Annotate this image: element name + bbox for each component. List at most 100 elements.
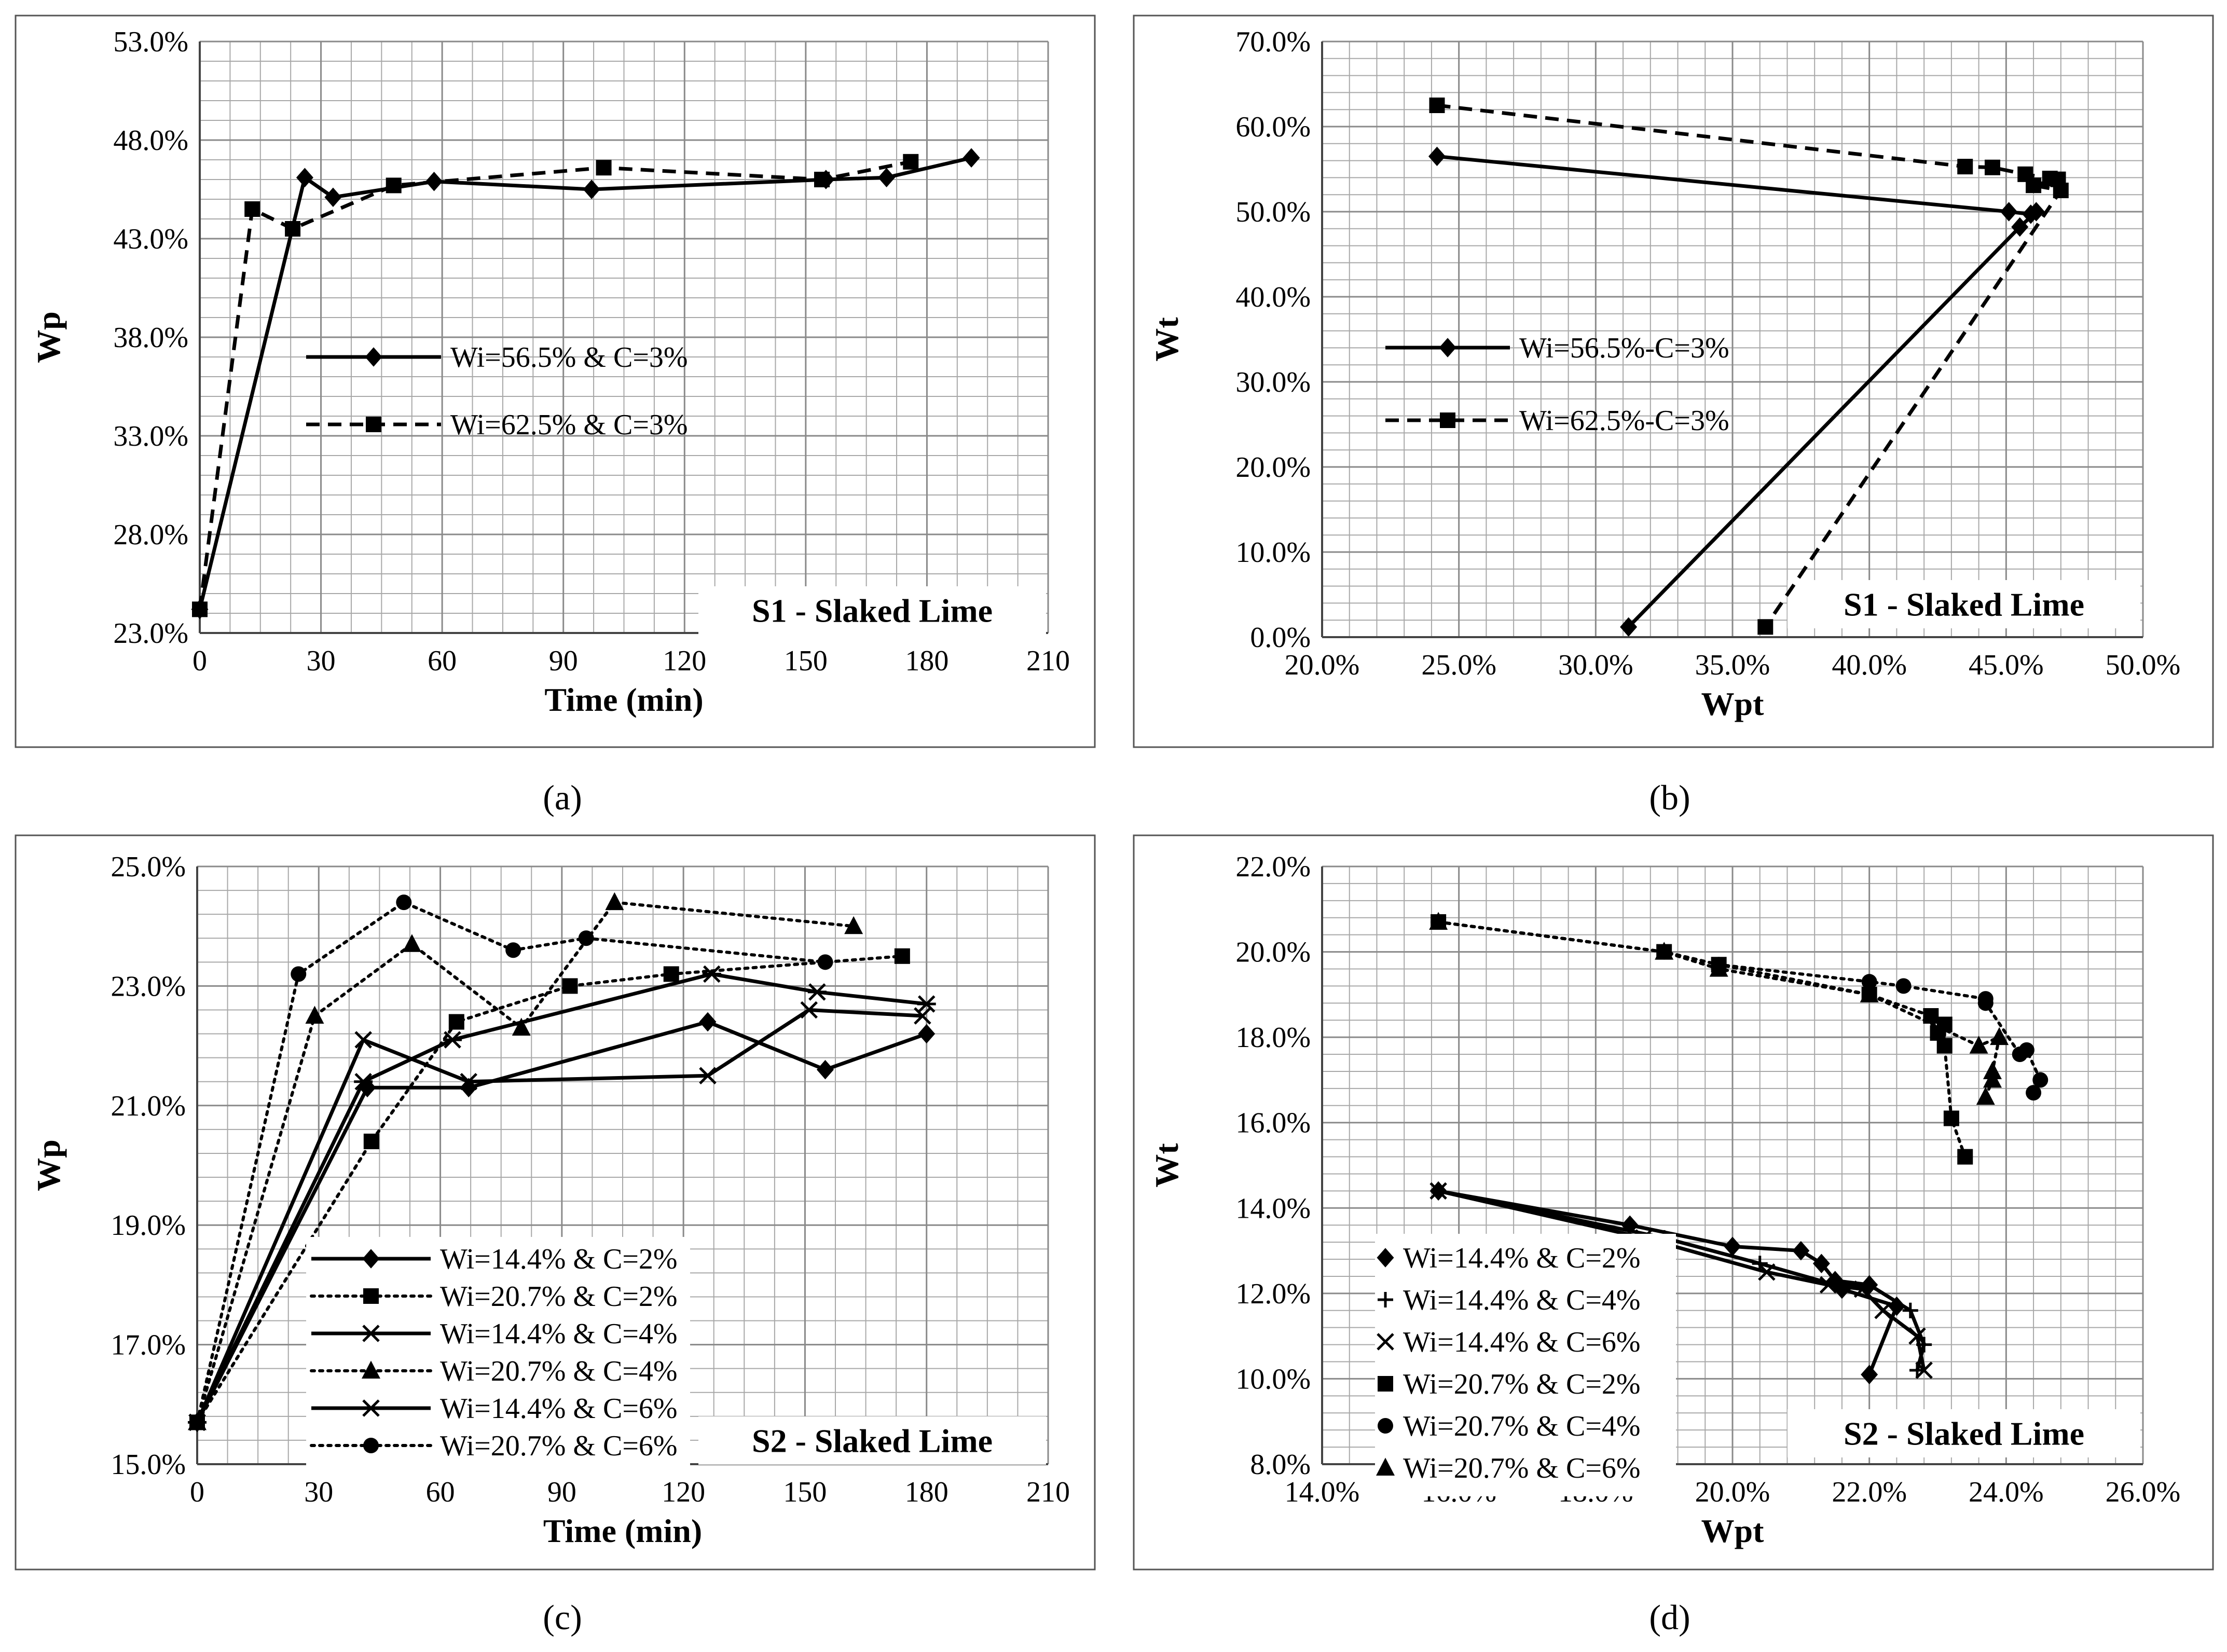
chart-d-series-3-point [1758, 1263, 1776, 1281]
chart-c-series-4-point [844, 916, 863, 934]
chart-c-x-tick-label: 150 [783, 1476, 827, 1508]
chart-b-y-tick-label: 20.0% [1235, 451, 1311, 484]
chart-c-series-3-point-shape [354, 1031, 372, 1049]
chart-c-series-1-point [816, 1059, 834, 1080]
chart-c-series-6-point-shape [505, 942, 521, 958]
chart-c-series-5-point-shape [354, 1072, 373, 1091]
chart-a-series-2-point [814, 172, 830, 187]
chart-c-series-5-point [354, 1072, 373, 1091]
chart-d-legend-label: Wi=20.7% & C=6% [1403, 1452, 1641, 1484]
chart-b-x-tick-label: 40.0% [1832, 649, 1907, 681]
chart-c-series-3-point [914, 1007, 931, 1025]
chart-c-series-6-point [396, 894, 412, 911]
chart-c-series-5-point [702, 965, 721, 983]
chart-c-y-tick-label: 15.0% [111, 1449, 186, 1481]
chart-c-legend-label: Wi=20.7% & C=4% [440, 1355, 678, 1387]
chart-d-legend-item: Wi=14.4% & C=6% [1377, 1326, 1641, 1358]
chart-d-legend-item: Wi=20.7% & C=4% [1378, 1410, 1641, 1442]
chart-d-series-5-line [1437, 920, 2042, 1095]
chart-a-y-axis-title: Wp [30, 311, 67, 363]
chart-d-series-6-point [1709, 958, 1728, 977]
chart-a-series-2-point [192, 601, 208, 617]
chart-c-x-tick-label: 180 [905, 1476, 948, 1508]
chart-c-series-6-point-shape [817, 954, 833, 970]
chart-c-series-4-point-shape [305, 1006, 324, 1024]
chart-d-legend-marker [1378, 1376, 1393, 1392]
chart-b-legend-label: Wi=62.5%-C=3% [1519, 405, 1729, 437]
chart-b-y-tick-label: 50.0% [1235, 196, 1311, 228]
chart-c-series-5-point-shape [443, 1031, 462, 1049]
chart-b-series-2-point-shape [1984, 159, 2000, 175]
chart-d-series-5-point-shape [2026, 1085, 2042, 1101]
chart-d-series-2-point-shape [1902, 1302, 1918, 1318]
chart-d-series-3-point-shape [1429, 1182, 1447, 1200]
chart-a-legend-label: Wi=56.5% & C=3% [450, 341, 688, 374]
chart-a-series-1-point [878, 168, 896, 187]
chart-c-series-3-point [800, 1001, 818, 1019]
chart-b-series-1-point-shape [1620, 617, 1638, 637]
chart-d-series-6-point-shape [1709, 958, 1728, 977]
chart-c-series-4-point-shape [844, 916, 863, 934]
chart-c-legend-marker-shape [362, 1249, 380, 1269]
chart-c-series-5-line [195, 972, 927, 1423]
chart-c-series-5-point-shape [807, 983, 827, 1001]
chart-d-series-2-point [1902, 1302, 1918, 1318]
chart-b-series-2-point-shape [2053, 183, 2069, 198]
chart-b-series-1 [1428, 146, 2045, 637]
chart-d-legend-label: Wi=14.4% & C=6% [1403, 1326, 1641, 1358]
chart-c-x-tick-label: 210 [1026, 1476, 1070, 1508]
chart-b-series-2 [1429, 98, 2069, 635]
chart-d-legend-label: Wi=20.7% & C=4% [1403, 1410, 1641, 1442]
chart-d-series-6-point-shape [1429, 912, 1448, 930]
chart-c-series-4-point-shape [512, 1017, 531, 1036]
chart-b-legend-marker-shape [1440, 412, 1455, 428]
chart-c-legend-label: Wi=14.4% & C=2% [440, 1243, 678, 1275]
chart-c-series-2-point [363, 1133, 379, 1149]
chart-b-legend-item: Wi=62.5%-C=3% [1385, 405, 1729, 437]
chart-c: 0 30 60 90 120 150 180 210 15.0% 17.0% 19.0% 21.0% 2… [15, 834, 1096, 1571]
chart-d-legend-marker-shape [1377, 1333, 1394, 1351]
chart-c-legend-marker-shape [363, 1288, 379, 1304]
chart-d-series-6-point-shape [1655, 942, 1674, 960]
chart-c-series-1-point-shape [816, 1059, 834, 1080]
chart-c-series-4-line [196, 901, 856, 1424]
chart-a-series-1-point [963, 148, 980, 168]
chart-c-series-4-point-shape [402, 934, 421, 952]
chart-c-series-6-point-shape [189, 1414, 205, 1430]
chart-c-legend: Wi=14.4% & C=2% Wi=20.7% & C=2% Wi=14.4% &… [306, 1237, 690, 1471]
chart-a-series-2-point [903, 154, 919, 170]
chart-d-series-3-point-shape [1758, 1263, 1776, 1281]
chart-c-x-tick-label: 120 [662, 1476, 705, 1508]
chart-c-legend-bg [306, 1237, 690, 1471]
chart-d-legend-item: Wi=14.4% & C=4% [1378, 1284, 1641, 1316]
chart-b-legend-label: Wi=56.5%-C=3% [1519, 332, 1729, 364]
chart-c-x-tick-label: 60 [426, 1476, 455, 1508]
chart-d-y-axis-title: Wt [1148, 1143, 1185, 1188]
chart-d-series-3-point [1853, 1280, 1872, 1298]
chart-a-series-2 [192, 154, 919, 617]
chart-b-series-1-point [2027, 202, 2045, 222]
chart-b-tag-box [1788, 580, 2140, 628]
chart-d-series-5-point-shape [1861, 974, 1877, 990]
chart-d-series-3-point-shape [1874, 1302, 1892, 1319]
chart-a-y-tick-label: 53.0% [113, 26, 188, 58]
chart-d-series-6-point-shape [1860, 984, 1879, 1002]
chart-c-series-2-point-shape [562, 978, 578, 994]
chart-a-series-2-point-shape [244, 201, 260, 217]
chart-b-tag: S1 - Slaked Lime [1844, 586, 2084, 623]
chart-d-series-2-point [1861, 1277, 1877, 1293]
chart-c-series-4-point [605, 892, 624, 911]
chart-c-series-6-point [291, 966, 307, 982]
chart-c-series-5-point [807, 983, 827, 1001]
chart-c-series-6-point [578, 930, 594, 946]
chart-c-legend-marker [362, 1249, 380, 1269]
chart-c-series-4-point [305, 1006, 324, 1024]
chart-d-legend-label: Wi=14.4% & C=2% [1403, 1242, 1641, 1274]
chart-d-series-5-point [1895, 978, 1912, 994]
chart-d-series-6-point-shape [1969, 1036, 1988, 1054]
caption-a: (a) [543, 778, 582, 817]
chart-b-series-1-point-shape [2027, 202, 2045, 222]
chart-c-legend-marker [362, 1399, 380, 1417]
chart-c-legend-marker-shape [362, 1325, 380, 1342]
chart-c-series-4-point [402, 934, 421, 952]
